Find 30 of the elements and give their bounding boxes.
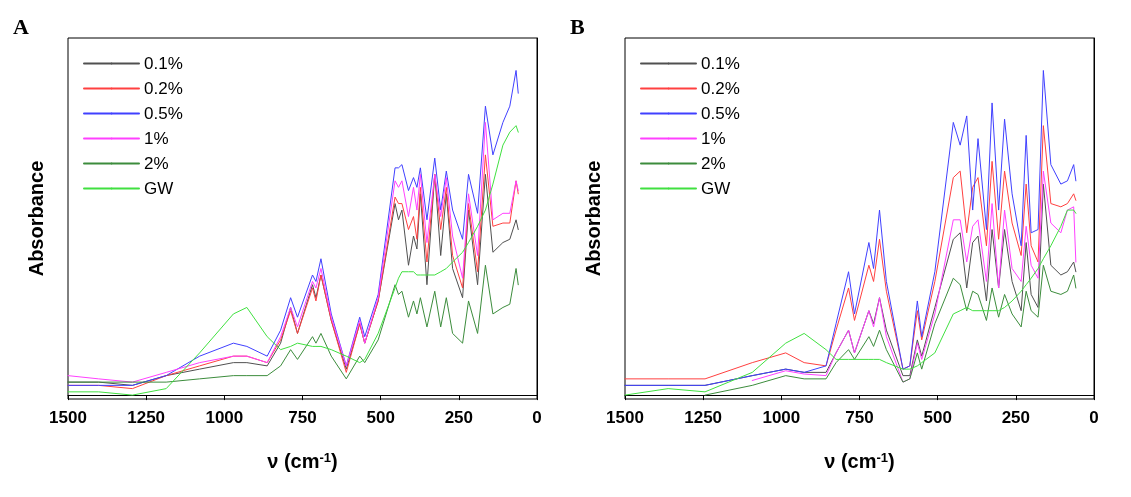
- x-tick-label: 0: [532, 408, 542, 427]
- legend-label: 0.1%: [701, 54, 740, 73]
- legend-label: 1%: [144, 129, 169, 148]
- x-tick-label: 500: [923, 408, 952, 427]
- legend-label: 0.2%: [701, 79, 740, 98]
- chart-title: A: [13, 13, 29, 39]
- x-tick-label: 1000: [205, 408, 244, 427]
- y-axis-title: Absorbance: [25, 160, 47, 277]
- legend-label: 0.2%: [144, 79, 183, 98]
- x-tick-label: 1250: [127, 408, 166, 427]
- legend-label: 0.1%: [144, 54, 183, 73]
- x-tick-label: 1500: [49, 408, 87, 427]
- x-tick-label: 500: [366, 408, 395, 427]
- x-tick-label: 1000: [762, 408, 801, 427]
- legend-label: 0.5%: [144, 104, 183, 123]
- legend-label: 2%: [144, 154, 169, 173]
- legend-label: GW: [701, 179, 731, 198]
- x-tick-label: 750: [288, 408, 317, 427]
- legend-label: 2%: [701, 154, 726, 173]
- legend-label: 0.5%: [701, 104, 740, 123]
- legend-label: 1%: [701, 129, 726, 148]
- y-axis-title: Absorbance: [582, 160, 604, 277]
- x-tick-label: 0: [1089, 408, 1099, 427]
- x-tick-label: 1500: [606, 408, 644, 427]
- chart-title: B: [570, 13, 585, 39]
- x-tick-label: 250: [1001, 408, 1031, 427]
- x-tick-label: 1250: [684, 408, 723, 427]
- legend-label: GW: [144, 179, 174, 198]
- x-tick-label: 750: [845, 408, 874, 427]
- x-tick-label: 250: [444, 408, 474, 427]
